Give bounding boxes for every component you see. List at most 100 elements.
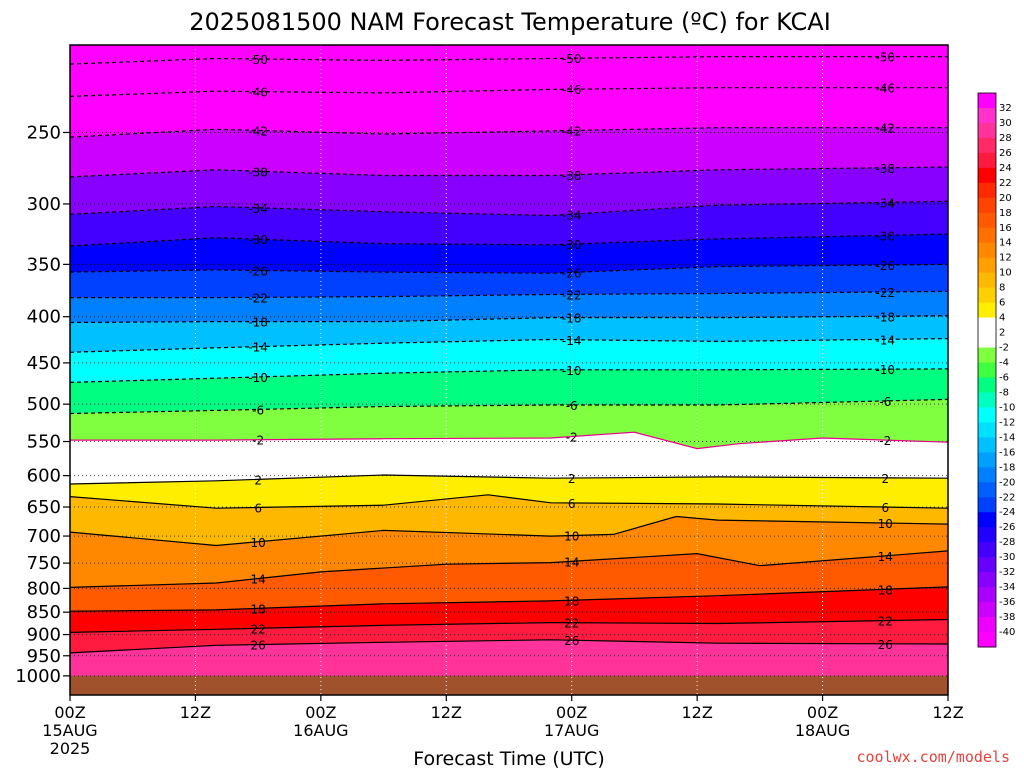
isotherm-label--10: -10: [875, 363, 895, 377]
colorbar-label--20: -20: [999, 477, 1015, 488]
isotherm-label-2: 2: [254, 473, 262, 487]
colorbar-cell-30: [978, 542, 996, 558]
isotherm-label--38: -38: [248, 165, 268, 179]
isotherm--34: [69, 200, 949, 217]
isotherm-label-6: 6: [568, 497, 576, 511]
y-tick-400: 400: [27, 307, 61, 328]
isotherm-label--6: -6: [879, 395, 891, 409]
isotherm--6: [69, 398, 949, 415]
colorbar-cell-21: [978, 407, 996, 423]
isotherm--50: [69, 56, 948, 65]
isotherm--14: [69, 338, 949, 353]
x-axis-label: Forecast Time (UTC): [413, 748, 604, 768]
colorbar-cell-34: [978, 602, 996, 618]
colorbar-label-18: 18: [999, 208, 1012, 219]
colorbar-cell-19: [978, 377, 996, 393]
colorbar-cell-0: [978, 93, 996, 109]
isotherm-label--18: -18: [562, 312, 582, 326]
colorbar-cell-2: [978, 122, 996, 139]
colorbar-label--30: -30: [999, 552, 1015, 563]
isotherm--2: [70, 431, 949, 450]
colorbar-label-30: 30: [999, 118, 1012, 129]
y-axis: 2503003504004505005506006507007508008509…: [15, 122, 70, 687]
band--42-to--38: [70, 127, 948, 177]
colorbar-label--4: -4: [999, 358, 1009, 369]
isotherm-label-22: 22: [878, 615, 893, 629]
colorbar-cell-18: [978, 362, 996, 378]
isotherm--46: [69, 87, 948, 97]
y-tick-850: 850: [27, 602, 61, 623]
colorbar-label--34: -34: [999, 582, 1015, 593]
isotherm--26: [69, 263, 949, 274]
isotherm-label--38: -38: [875, 162, 895, 176]
isotherm-label-14: 14: [251, 573, 266, 587]
isotherm-label--46: -46: [248, 86, 268, 100]
isotherm-label-2: 2: [568, 472, 576, 486]
isotherm-label-22: 22: [564, 617, 579, 631]
temperature-bands: [70, 56, 948, 695]
isotherm-26: [69, 639, 949, 654]
colorbar-label-22: 22: [999, 178, 1012, 189]
colorbar-cell-14: [978, 302, 996, 319]
band--6-to--2: [70, 399, 948, 449]
colorbar-label-14: 14: [999, 238, 1012, 249]
colorbar-label-12: 12: [999, 253, 1012, 264]
colorbar-cell-26: [978, 482, 996, 498]
colorbar-label-26: 26: [999, 148, 1012, 159]
isotherm--30: [69, 233, 949, 247]
colorbar-cell-20: [978, 392, 996, 408]
isotherm-label-14: 14: [564, 555, 579, 569]
x-tick-0: 00Z: [54, 703, 85, 722]
colorbar-label-16: 16: [999, 223, 1012, 234]
colorbar-cell-32: [978, 572, 996, 588]
band--38-to--34: [70, 167, 948, 216]
isotherm-label--14: -14: [248, 341, 268, 355]
isotherm-label--30: -30: [248, 233, 268, 247]
x-tick-year-0: 2025: [50, 739, 91, 758]
isotherm--18: [69, 315, 949, 324]
colorbar-label-10: 10: [999, 268, 1012, 279]
isotherm-label--14: -14: [875, 333, 895, 347]
x-tick-date-24: 16AUG: [293, 721, 348, 740]
colorbar-label--38: -38: [999, 612, 1015, 623]
isotherm-label-26: 26: [251, 639, 266, 653]
isotherm-22: [69, 618, 949, 633]
y-tick-750: 750: [27, 553, 61, 574]
isotherm-label--6: -6: [252, 403, 264, 417]
isotherm-label-6: 6: [881, 501, 889, 515]
y-tick-1000: 1000: [15, 666, 61, 687]
colorbar-cell-31: [978, 557, 996, 573]
y-tick-250: 250: [27, 122, 61, 143]
isotherm-label--6: -6: [566, 399, 578, 413]
colorbar-label--22: -22: [999, 492, 1015, 503]
colorbar-cell-23: [978, 437, 996, 453]
isotherm-label--26: -26: [875, 259, 895, 273]
isotherm--22: [70, 290, 949, 299]
x-tick-date-0: 15AUG: [42, 721, 97, 740]
colorbar-cell-8: [978, 212, 996, 229]
isotherm-label--22: -22: [875, 286, 895, 300]
colorbar-cell-5: [978, 167, 996, 184]
isotherm-label-10: 10: [878, 517, 893, 531]
colorbar-cell-33: [978, 587, 996, 603]
colorbar-cell-17: [978, 347, 996, 364]
colorbar-label--12: -12: [999, 417, 1015, 428]
band--26-to--22: [70, 264, 948, 298]
band-2-to-6: [70, 475, 948, 509]
colorbar-cell-10: [978, 242, 996, 259]
band-18-to-22: [70, 586, 948, 633]
colorbar-cell-24: [978, 452, 996, 468]
isotherm-label-6: 6: [254, 501, 262, 515]
y-tick-900: 900: [27, 625, 61, 646]
isotherm-label--14: -14: [562, 334, 582, 348]
isotherm--38: [69, 166, 949, 178]
y-tick-350: 350: [27, 254, 61, 275]
y-tick-950: 950: [27, 646, 61, 667]
isotherm-18: [69, 586, 949, 612]
isotherm-label--50: -50: [875, 51, 895, 65]
band--18-to--14: [70, 315, 948, 353]
colorbar-cell-22: [978, 422, 996, 438]
isotherm-label--30: -30: [562, 238, 582, 252]
band--22-to--18: [70, 291, 948, 323]
